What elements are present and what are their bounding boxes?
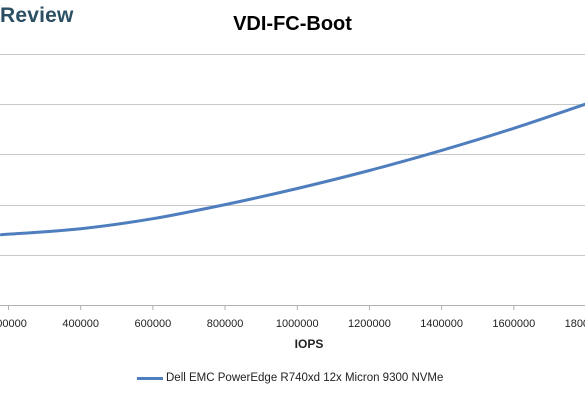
x-tick-label: 1600000 [492, 318, 535, 330]
x-tick-label: 600000 [135, 318, 172, 330]
x-tick-label: 400000 [62, 318, 99, 330]
x-tick-label: 200000 [0, 318, 27, 330]
x-tick-label: 800000 [207, 318, 244, 330]
x-tick-label: 1800000 [565, 318, 585, 330]
series-line [0, 102, 585, 237]
x-tick-label: 1400000 [420, 318, 463, 330]
legend-label: Dell EMC PowerEdge R740xd 12x Micron 930… [166, 372, 444, 384]
brand-logo-text: Review [0, 4, 74, 27]
chart-legend: Dell EMC PowerEdge R740xd 12x Micron 930… [137, 372, 443, 384]
x-tick-label: 1200000 [348, 318, 391, 330]
x-axis-label: IOPS [295, 337, 324, 351]
chart-title: VDI-FC-Boot [233, 13, 352, 35]
x-tick-label: 1000000 [276, 318, 319, 330]
legend-swatch [137, 376, 163, 380]
